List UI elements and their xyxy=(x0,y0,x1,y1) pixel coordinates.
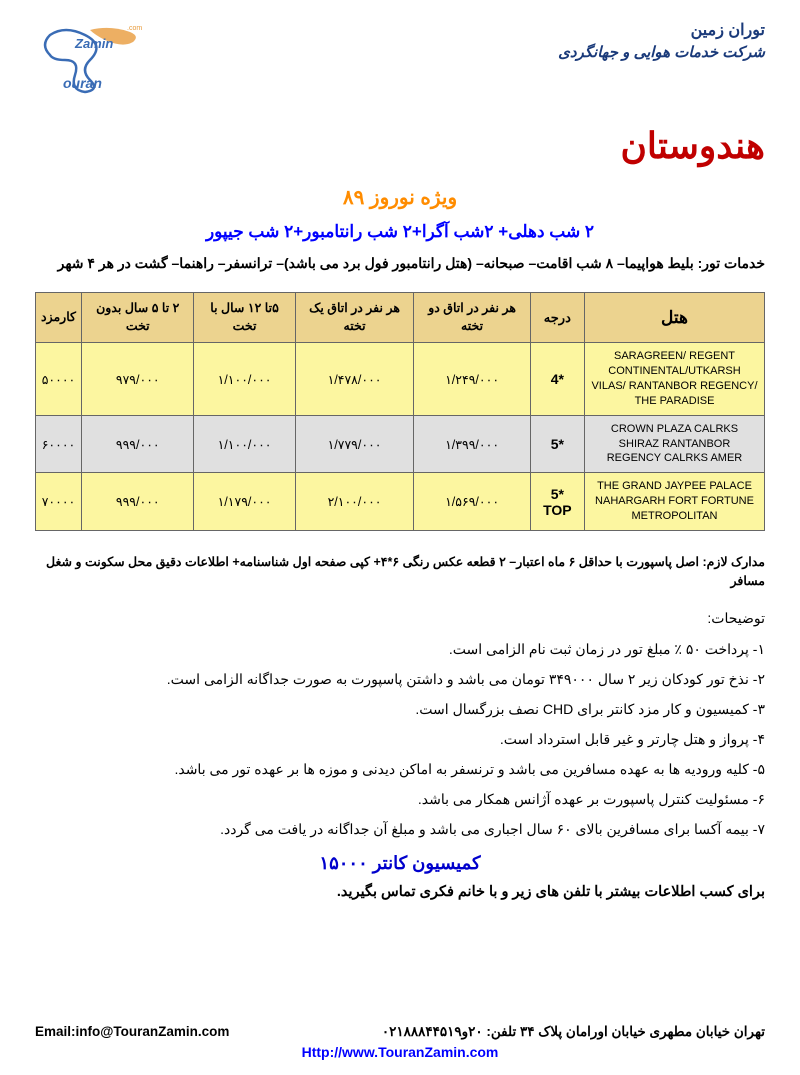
note-item: ۶- مسئولیت کنترل پاسپورت بر عهده آژانس ه… xyxy=(35,785,765,813)
note-item: ۳- کمیسیون و کار مزد کانتر برای CHD نصف … xyxy=(35,695,765,723)
cell-hotel: THE GRAND JAYPEE PALACE NAHARGARH FORT F… xyxy=(585,473,765,531)
table-row: CROWN PLAZA CALRKS SHIRAZ RANTANBOR REGE… xyxy=(36,415,765,473)
svg-text:ouran: ouran xyxy=(63,75,102,91)
th-double: هر نفر در اتاق دو تخته xyxy=(414,293,530,343)
cell-grade: 5* xyxy=(530,415,584,473)
counter-commission: کمیسیون کانتر ۱۵۰۰۰ xyxy=(35,853,765,874)
services: خدمات تور: بلیط هواپیما– ۸ شب اقامت– صبح… xyxy=(35,252,765,274)
footer-address: تهران خیابان مطهری خیابان اورامان پلاک ۳… xyxy=(382,1024,765,1040)
header: توران زمین شرکت خدمات هوایی و جهانگردی Z… xyxy=(35,20,765,100)
svg-text:.com: .com xyxy=(127,25,142,32)
notes: ۱- پرداخت ۵۰ ٪ مبلغ تور در زمان ثبت نام … xyxy=(35,635,765,843)
contact-info: برای کسب اطلاعات بیشتر با تلفن های زیر و… xyxy=(35,884,765,900)
cell-commission: ۷۰۰۰۰ xyxy=(36,473,82,531)
table-row: SARAGREEN/ REGENT CONTINENTAL/UTKARSH VI… xyxy=(36,343,765,415)
itinerary: ۲ شب دهلی+ ۲شب آگرا+۲ شب رانتامبور+۲ شب … xyxy=(35,222,765,242)
company-block: توران زمین شرکت خدمات هوایی و جهانگردی xyxy=(558,20,765,61)
company-name: توران زمین xyxy=(558,20,765,40)
cell-child-bed: ۱/۱۰۰/۰۰۰ xyxy=(194,415,295,473)
footer-url-row: Http://www.TouranZamin.com xyxy=(35,1044,765,1060)
cell-grade: 5* TOP xyxy=(530,473,584,531)
footer-row: تهران خیابان مطهری خیابان اورامان پلاک ۳… xyxy=(35,1024,765,1040)
cell-child-nobed: ۹۷۹/۰۰۰ xyxy=(82,343,194,415)
note-item: ۴- پرواز و هتل چارتر و غیر قابل استرداد … xyxy=(35,725,765,753)
cell-grade: 4* xyxy=(530,343,584,415)
pricing-table: هتل درجه هر نفر در اتاق دو تخته هر نفر د… xyxy=(35,292,765,530)
cell-hotel: SARAGREEN/ REGENT CONTINENTAL/UTKARSH VI… xyxy=(585,343,765,415)
cell-child-bed: ۱/۱۷۹/۰۰۰ xyxy=(194,473,295,531)
table-header-row: هتل درجه هر نفر در اتاق دو تخته هر نفر د… xyxy=(36,293,765,343)
note-item: ۵- کلیه ورودیه ها به عهده مسافرین می باش… xyxy=(35,755,765,783)
cell-commission: ۵۰۰۰۰ xyxy=(36,343,82,415)
note-item: ۱- پرداخت ۵۰ ٪ مبلغ تور در زمان ثبت نام … xyxy=(35,635,765,663)
th-single: هر نفر در اتاق یک تخته xyxy=(295,293,414,343)
cell-double: ۱/۳۹۹/۰۰۰ xyxy=(414,415,530,473)
docs: مدارک لازم: اصل پاسپورت با حداقل ۶ ماه ا… xyxy=(35,553,765,591)
cell-hotel: CROWN PLAZA CALRKS SHIRAZ RANTANBOR REGE… xyxy=(585,415,765,473)
cell-single: ۲/۱۰۰/۰۰۰ xyxy=(295,473,414,531)
cell-child-bed: ۱/۱۰۰/۰۰۰ xyxy=(194,343,295,415)
cell-single: ۱/۴۷۸/۰۰۰ xyxy=(295,343,414,415)
subtitle: ویژه نوروز ۸۹ xyxy=(35,185,765,210)
cell-child-nobed: ۹۹۹/۰۰۰ xyxy=(82,415,194,473)
logo: Zamin .com ouran xyxy=(35,20,145,100)
footer: تهران خیابان مطهری خیابان اورامان پلاک ۳… xyxy=(35,1024,765,1060)
th-child-nobed: ۲ تا ۵ سال بدون تخت xyxy=(82,293,194,343)
cell-commission: ۶۰۰۰۰ xyxy=(36,415,82,473)
footer-email: Email:info@TouranZamin.com xyxy=(35,1024,229,1040)
cell-double: ۱/۲۴۹/۰۰۰ xyxy=(414,343,530,415)
note-item: ۷- بیمه آکسا برای مسافرین بالای ۶۰ سال ا… xyxy=(35,815,765,843)
svg-text:Zamin: Zamin xyxy=(74,36,113,51)
th-hotel: هتل xyxy=(585,293,765,343)
cell-child-nobed: ۹۹۹/۰۰۰ xyxy=(82,473,194,531)
notes-title: توضیحات: xyxy=(35,610,765,627)
cell-single: ۱/۷۷۹/۰۰۰ xyxy=(295,415,414,473)
note-item: ۲- نذخ تور کودکان زیر ۲ سال ۳۴۹۰۰۰ تومان… xyxy=(35,665,765,693)
th-child-bed: ۵تا ۱۲ سال با تخت xyxy=(194,293,295,343)
table-row: THE GRAND JAYPEE PALACE NAHARGARH FORT F… xyxy=(36,473,765,531)
page-title: هندوستان xyxy=(35,125,765,167)
footer-url[interactable]: Http://www.TouranZamin.com xyxy=(302,1044,499,1060)
th-commission: کارمزد xyxy=(36,293,82,343)
company-sub: شرکت خدمات هوایی و جهانگردی xyxy=(558,43,765,61)
th-grade: درجه xyxy=(530,293,584,343)
cell-double: ۱/۵۶۹/۰۰۰ xyxy=(414,473,530,531)
